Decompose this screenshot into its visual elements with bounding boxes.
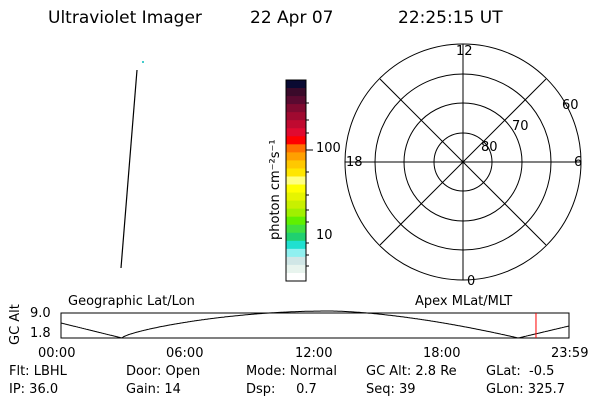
colorbar-band [286,104,306,113]
colorbar [285,79,313,282]
colorbar-band [286,128,306,137]
status-flt: Flt: LBHL [9,364,67,379]
title: Ultraviolet Imager [48,8,202,28]
colorbar-band [286,248,306,258]
colorbar-band [286,112,306,121]
status-glon: GLon: 325.7 [486,382,566,397]
colorbar-band [286,264,306,274]
mlt-18: 18 [346,155,363,170]
colorbar-band [286,120,306,129]
image-dot [142,61,144,63]
colorbar-band [286,224,306,234]
gc-alt-label: GC Alt [8,304,23,345]
colorbar-band [286,256,306,266]
xtick: 00:00 [38,346,76,361]
colorbar-band [286,184,306,194]
colorbar-tick-10: 10 [316,228,333,243]
lat-80: 80 [481,140,498,155]
colorbar-band [286,80,306,89]
mlt-0: 0 [467,274,476,289]
colorbar-band [286,272,306,282]
xtick: 12:00 [295,346,333,361]
image-trace [120,69,138,269]
colorbar-label: photon cm⁻²s⁻¹ [268,139,283,240]
colorbar-band [286,160,306,169]
colorbar-band [286,208,306,218]
lat-60: 60 [562,98,579,113]
timeline-plot [60,310,570,339]
apex-label: Apex MLat/MLT [415,294,513,309]
colorbar-band [286,216,306,226]
colorbar-band [286,152,306,161]
colorbar-band [286,168,306,177]
polar-grid [344,43,582,281]
status-seq: Seq: 39 [366,382,416,397]
status-gain: Gain: 14 [126,382,181,397]
status-gcalt: GC Alt: 2.8 Re [366,364,457,379]
colorbar-band [286,136,306,145]
status-glat: GLat: -0.5 [486,364,555,379]
status-ip: IP: 36.0 [9,382,59,397]
colorbar-band [286,192,306,202]
colorbar-band [286,96,306,105]
status-door: Door: Open [126,364,201,379]
mlt-6: 6 [574,155,583,170]
xtick: 23:59 [551,346,589,361]
colorbar-band [286,232,306,242]
status-mode: Mode: Normal [246,364,337,379]
status-dsp: Dsp: 0.7 [246,382,317,397]
geo-label: Geographic Lat/Lon [68,294,195,309]
colorbar-tick-100: 100 [316,141,341,156]
colorbar-band [286,200,306,210]
xtick: 18:00 [423,346,461,361]
xtick: 06:00 [166,346,204,361]
ytick-9: 9.0 [30,306,51,321]
mlt-12: 12 [456,44,473,59]
image-panel [120,61,144,269]
date: 22 Apr 07 [250,8,334,28]
colorbar-band [286,144,306,153]
colorbar-band [286,240,306,250]
lat-70: 70 [512,119,529,134]
time: 22:25:15 UT [398,8,503,28]
colorbar-band [286,176,306,186]
ytick-1.8: 1.8 [30,326,51,341]
colorbar-band [286,88,306,97]
